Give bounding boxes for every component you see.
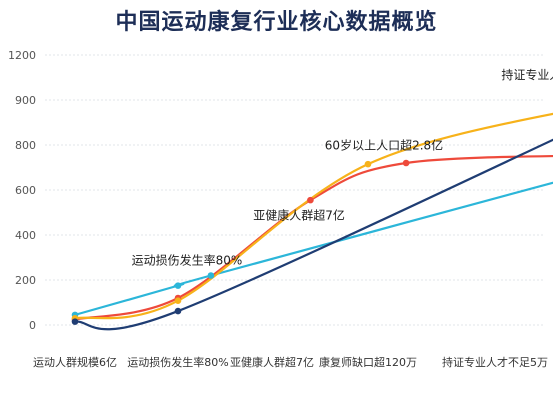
data-point	[364, 160, 372, 168]
x-tick-label: 运动损伤发生率80%	[127, 355, 228, 369]
annotation-label: 亚健康人群超7亿	[253, 207, 345, 222]
y-tick-label: 800	[15, 139, 36, 152]
y-tick-label: 0	[29, 319, 36, 332]
series-line-3	[74, 138, 553, 331]
annotation-label: 运动损伤发生率80%	[132, 252, 243, 267]
x-tick-label: 康复师缺口超120万	[319, 355, 417, 369]
data-point	[174, 297, 182, 305]
x-tick-label: 亚健康人群超7亿	[230, 355, 314, 369]
data-point	[174, 307, 182, 315]
y-axis: 0 200 400 600 800 900 1200	[8, 49, 36, 332]
y-tick-label: 400	[15, 229, 36, 242]
data-point	[71, 318, 79, 325]
series-line-2	[74, 112, 553, 320]
data-point	[174, 282, 182, 289]
series-line-0	[74, 181, 553, 316]
annotations: 运动损伤发生率80% 亚健康人群超7亿 60岁以上人口超2.8亿 持证专业人才不足5万	[132, 67, 553, 267]
y-tick-label: 600	[15, 184, 36, 197]
x-tick-label: 运动人群规模6亿	[33, 355, 117, 369]
data-point	[307, 196, 314, 204]
annotation-label: 持证专业人才不足5万	[501, 67, 553, 82]
y-tick-label: 200	[15, 274, 36, 287]
grid	[45, 54, 545, 326]
data-point	[402, 159, 410, 167]
annotation-label: 60岁以上人口超2.8亿	[325, 138, 443, 153]
y-tick-label: 1200	[8, 49, 36, 62]
data-point	[207, 272, 215, 279]
x-axis: 运动人群规模6亿 运动损伤发生率80% 亚健康人群超7亿 康复师缺口超120万 持证专业…	[33, 355, 548, 369]
x-tick-label: 持证专业人才不足5万	[442, 355, 548, 369]
chart-title: 中国运动康复行业核心数据概览	[115, 10, 438, 35]
series-markers	[71, 159, 410, 325]
y-tick-label: 900	[15, 94, 36, 107]
